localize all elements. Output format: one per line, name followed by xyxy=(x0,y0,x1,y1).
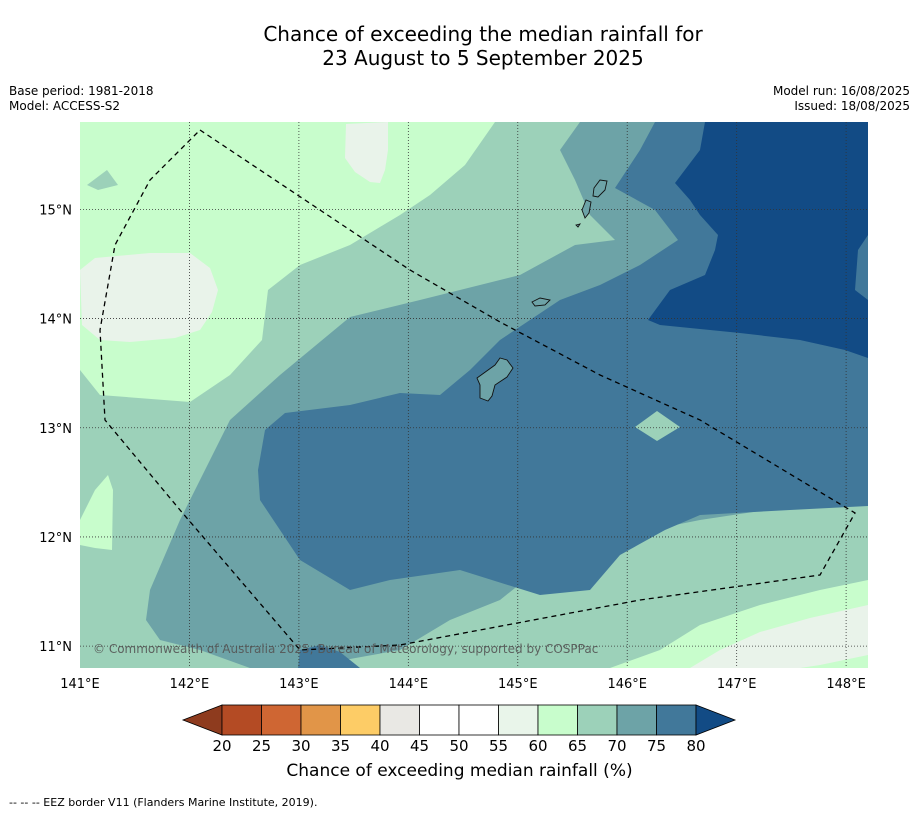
islands xyxy=(476,179,608,402)
longitude-tick-label: 142°E xyxy=(170,677,210,692)
latitude-tick-label: 11°N xyxy=(39,640,72,655)
colorbar-tick-label: 75 xyxy=(647,737,666,755)
colorbar-tick-label: 60 xyxy=(528,737,547,755)
eez-border xyxy=(99,129,856,651)
contour-65-70-sw xyxy=(80,640,210,668)
colorbar-bin xyxy=(300,704,341,736)
guam-island xyxy=(476,357,514,402)
title-line-2: 23 August to 5 September 2025 xyxy=(322,46,644,70)
longitude-tick-label: 143°E xyxy=(279,677,319,692)
latitude-tick-label: 12°N xyxy=(39,531,72,546)
longitude-tick-label: 147°E xyxy=(717,677,757,692)
copyright-text: © Commonwealth of Australia 2025, Bureau… xyxy=(93,642,598,656)
colorbar-tick-label: 30 xyxy=(291,737,310,755)
colorbar-bin xyxy=(537,704,578,736)
colorbar-bin xyxy=(616,704,657,736)
colorbar-tick-label: 55 xyxy=(489,737,508,755)
colorbar-tick-label: 65 xyxy=(568,737,587,755)
contour-40-45-north xyxy=(345,122,388,183)
map-figure: © Commonwealth of Australia 2025, Bureau… xyxy=(39,122,868,755)
base-period: Base period: 1981-2018 xyxy=(9,84,154,98)
longitude-tick-label: 144°E xyxy=(389,677,429,692)
colorbar-bin xyxy=(261,704,302,736)
colorbar-over-arrow xyxy=(695,704,737,736)
colorbar-bin xyxy=(221,704,262,736)
colorbar-tick-label: 70 xyxy=(607,737,626,755)
latitude-tick-label: 14°N xyxy=(39,313,72,328)
colorbar-label: Chance of exceeding median rainfall (%) xyxy=(286,761,633,781)
longitude-tick-label: 148°E xyxy=(826,677,866,692)
longitude-tick-label: 145°E xyxy=(498,677,538,692)
colorbar-bin xyxy=(340,704,381,736)
colorbar-bin xyxy=(577,704,618,736)
rota-island xyxy=(531,297,551,307)
issued-date: Issued: 18/08/2025 xyxy=(794,99,910,113)
colorbar-tick-label: 45 xyxy=(410,737,429,755)
colorbar-bin xyxy=(419,704,460,736)
contour-40-45-south xyxy=(690,605,868,668)
rainfall-contours xyxy=(80,122,868,668)
longitude-tick-label: 141°E xyxy=(60,677,100,692)
eez-footnote: -- -- -- EEZ border V11 (Flanders Marine… xyxy=(9,796,318,809)
aguijan-island xyxy=(575,223,582,228)
tinian-island xyxy=(581,199,592,219)
colorbar-bin xyxy=(458,704,499,736)
latitude-tick-labels: 15°N 14°N 13°N 12°N 11°N xyxy=(39,203,72,655)
latitude-tick-label: 15°N xyxy=(39,203,72,218)
colorbar-bin xyxy=(656,704,697,736)
meta-left: Base period: 1981-2018 Model: ACCESS-S2 xyxy=(9,84,154,114)
latitude-tick-label: 13°N xyxy=(39,422,72,437)
colorbar-tick-label: 35 xyxy=(331,737,350,755)
colorbar-bin xyxy=(498,704,539,736)
longitude-tick-labels: 141°E 142°E 143°E 144°E 145°E 146°E 147°E 148°E xyxy=(60,677,866,692)
saipan-island xyxy=(592,179,608,198)
longitude-tick-label: 146°E xyxy=(607,677,647,692)
map-title: Chance of exceeding the median rainfall … xyxy=(0,22,919,70)
contour-patch-nw xyxy=(87,170,118,190)
contour-island-patch xyxy=(635,411,680,441)
contour-75-80-south xyxy=(298,645,360,668)
colorbar-tick-label: 80 xyxy=(686,737,705,755)
colorbar-tick-label: 50 xyxy=(449,737,468,755)
colorbar-tick-label: 25 xyxy=(252,737,271,755)
gridlines xyxy=(80,122,868,668)
contour-over-80 xyxy=(648,122,868,358)
colorbar-bin xyxy=(379,704,420,736)
title-line-1: Chance of exceeding the median rainfall … xyxy=(263,22,703,46)
colorbar-tick-label: 20 xyxy=(212,737,231,755)
contour-60-65-west xyxy=(80,475,113,550)
colorbar-tick-label: 40 xyxy=(370,737,389,755)
model-run: Model run: 16/08/2025 xyxy=(772,84,910,98)
meta-right: Model run: 16/08/2025 Issued: 18/08/2025 xyxy=(773,84,910,114)
model-name: Model: ACCESS-S2 xyxy=(9,99,121,113)
contour-75-80 xyxy=(258,122,868,595)
colorbar-under-arrow xyxy=(181,704,223,736)
colorbar: 20 25 30 35 40 45 50 55 60 65 70 75 80 xyxy=(181,704,737,755)
contour-40-45-west xyxy=(80,253,218,342)
